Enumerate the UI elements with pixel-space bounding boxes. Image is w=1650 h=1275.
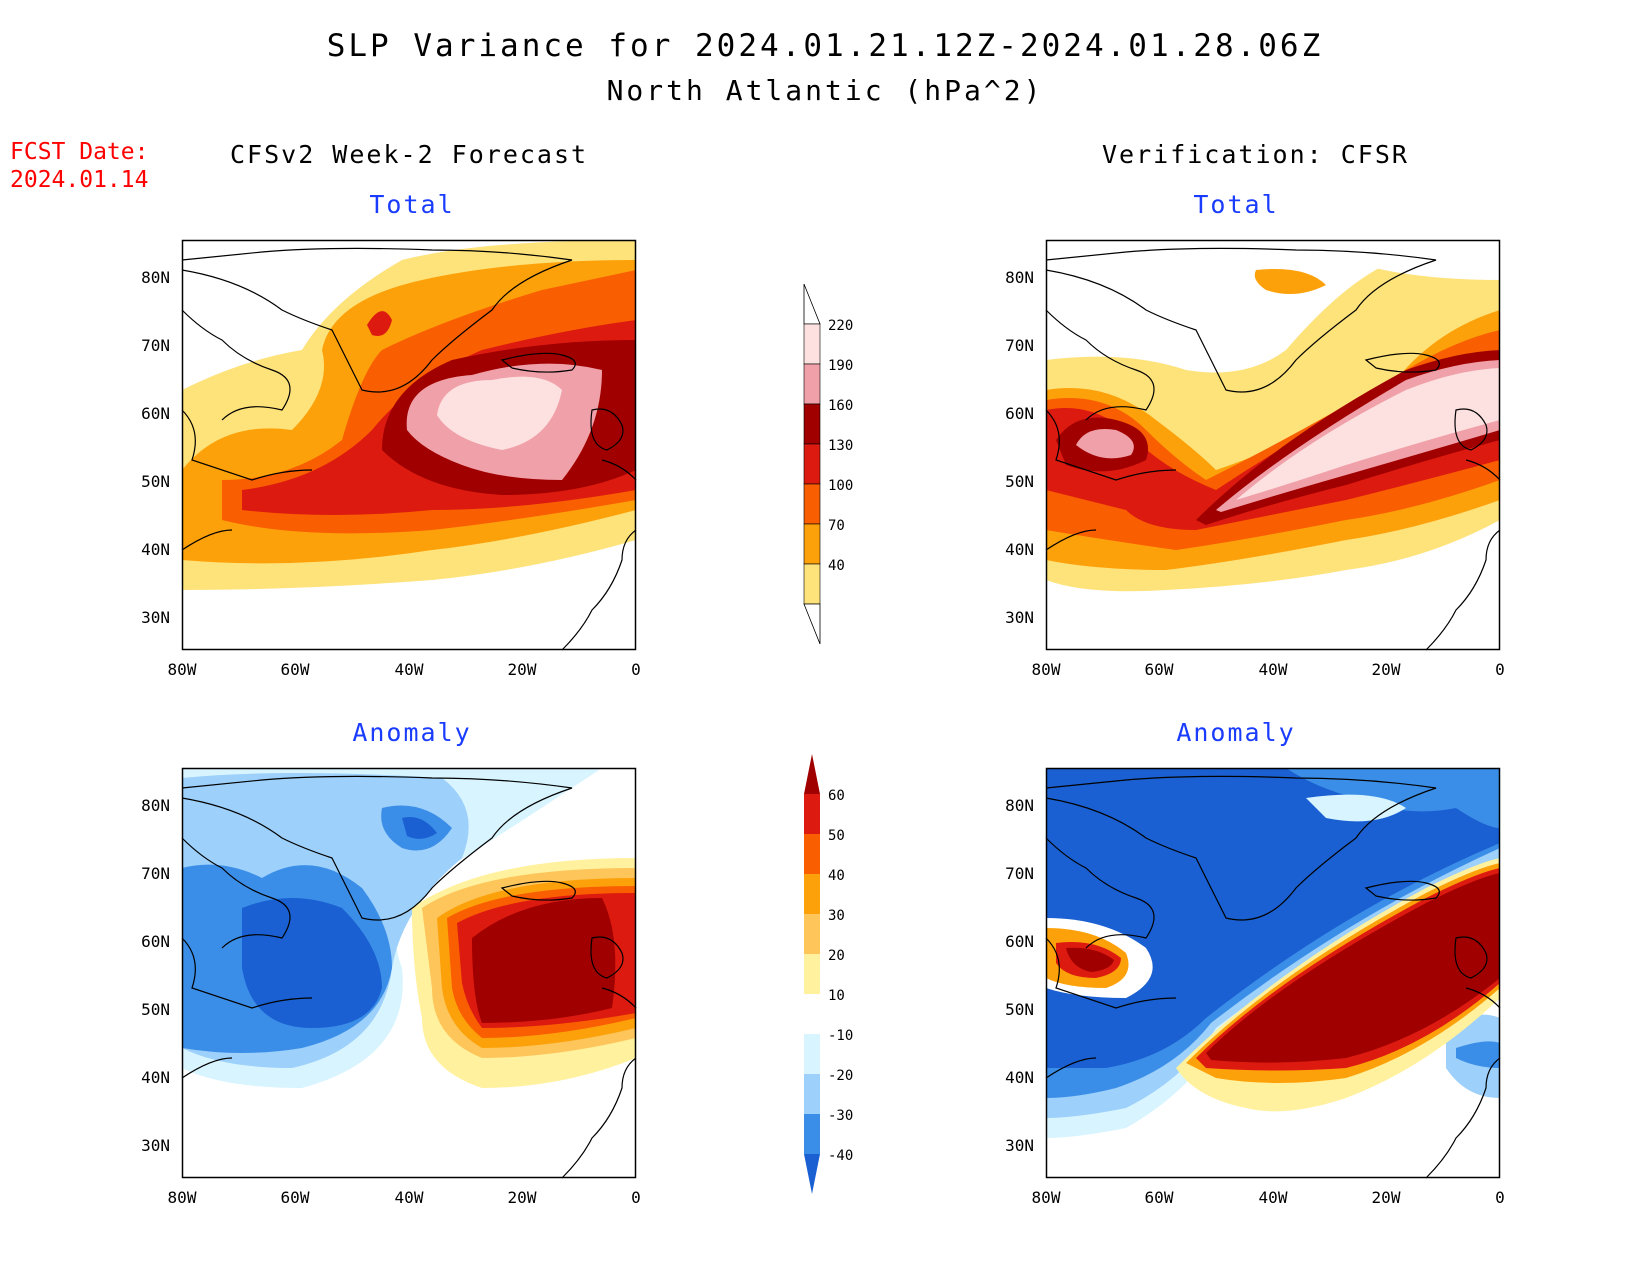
lon-label: 80W: [1031, 660, 1061, 679]
colorbar-anomaly-label: -30: [828, 1108, 854, 1124]
lon-label: 60W: [280, 660, 310, 679]
lat-label: 50N: [1005, 472, 1034, 491]
lon-label: 0: [1495, 1188, 1505, 1207]
lat-label: 70N: [1005, 336, 1034, 355]
colorbar-anomaly-label: 30: [828, 908, 845, 924]
lat-label: 40N: [1005, 1068, 1034, 1087]
map-verification-anomaly: [1045, 767, 1501, 1179]
colorbar-anomaly-label: -20: [828, 1068, 854, 1084]
lat-label: 80N: [1005, 268, 1034, 287]
lon-label: 60W: [1144, 660, 1174, 679]
colorbar-total: [803, 283, 821, 645]
colorbar-anomaly-label: 60: [828, 788, 845, 804]
forecast-date-label: FCST Date:: [10, 139, 149, 165]
colorbar-anomaly-label: 20: [828, 948, 845, 964]
lat-label: 80N: [141, 796, 170, 815]
lat-label: 40N: [1005, 540, 1034, 559]
colorbar-total-label: 70: [828, 518, 845, 534]
lat-label: 80N: [1005, 796, 1034, 815]
lat-label: 60N: [141, 404, 170, 423]
chart-title: SLP Variance for 2024.01.21.12Z-2024.01.…: [326, 28, 1324, 64]
lon-label: 80W: [1031, 1188, 1061, 1207]
left-column-heading: CFSv2 Week-2 Forecast: [230, 140, 589, 169]
panel-title-total-verification: Total: [1193, 190, 1279, 219]
colorbar-total-label: 190: [828, 358, 854, 374]
panel-title-anomaly-forecast: Anomaly: [352, 718, 472, 747]
panel-title-total-forecast: Total: [369, 190, 455, 219]
lon-label: 0: [631, 1188, 641, 1207]
lon-label: 60W: [280, 1188, 310, 1207]
lon-label: 60W: [1144, 1188, 1174, 1207]
lon-label: 40W: [394, 660, 424, 679]
colorbar-total-label: 160: [828, 398, 854, 414]
map-verification-total: [1045, 239, 1501, 651]
lon-label: 40W: [1258, 660, 1288, 679]
panel-title-anomaly-verification: Anomaly: [1176, 718, 1296, 747]
lon-label: 20W: [507, 1188, 537, 1207]
lat-label: 60N: [1005, 932, 1034, 951]
colorbar-anomaly: [804, 754, 820, 1194]
lat-label: 50N: [141, 472, 170, 491]
colorbar-total-label: 130: [828, 438, 854, 454]
lon-label: 20W: [507, 660, 537, 679]
colorbar-anomaly-label: -40: [828, 1148, 854, 1164]
lat-label: 50N: [141, 1000, 170, 1019]
lat-label: 50N: [1005, 1000, 1034, 1019]
lat-label: 70N: [141, 336, 170, 355]
lat-label: 30N: [1005, 1136, 1034, 1155]
lat-label: 30N: [1005, 608, 1034, 627]
lat-label: 30N: [141, 1136, 170, 1155]
colorbar-anomaly-label: 10: [828, 988, 845, 1004]
lat-label: 40N: [141, 1068, 170, 1087]
lon-label: 20W: [1371, 1188, 1401, 1207]
lon-label: 80W: [167, 660, 197, 679]
colorbar-total-label: 220: [828, 318, 854, 334]
colorbar-total-label: 40: [828, 558, 845, 574]
lon-label: 0: [1495, 660, 1505, 679]
chart-subtitle: North Atlantic (hPa^2): [606, 74, 1044, 107]
forecast-date: FCST Date: 2024.01.14: [10, 138, 148, 194]
map-forecast-anomaly: [181, 767, 637, 1179]
lat-label: 60N: [141, 932, 170, 951]
lat-label: 30N: [141, 608, 170, 627]
right-column-heading: Verification: CFSR: [1102, 140, 1409, 169]
forecast-date-value: 2024.01.14: [10, 167, 149, 193]
colorbar-anomaly-label: 40: [828, 868, 845, 884]
lon-label: 0: [631, 660, 641, 679]
lon-label: 40W: [394, 1188, 424, 1207]
colorbar-anomaly-label: -10: [828, 1028, 854, 1044]
colorbar-anomaly-label: 50: [828, 828, 845, 844]
map-forecast-total: [181, 239, 637, 651]
lon-label: 80W: [167, 1188, 197, 1207]
lon-label: 40W: [1258, 1188, 1288, 1207]
lon-label: 20W: [1371, 660, 1401, 679]
lat-label: 60N: [1005, 404, 1034, 423]
lat-label: 40N: [141, 540, 170, 559]
lat-label: 80N: [141, 268, 170, 287]
lat-label: 70N: [141, 864, 170, 883]
colorbar-total-label: 100: [828, 478, 854, 494]
lat-label: 70N: [1005, 864, 1034, 883]
